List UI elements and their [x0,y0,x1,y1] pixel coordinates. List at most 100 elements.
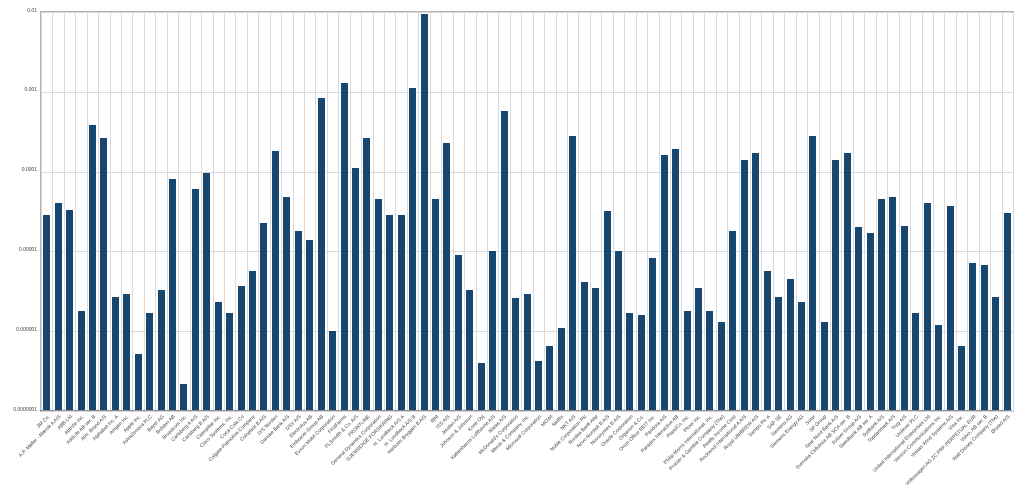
x-gridline [498,12,500,411]
x-gridline [281,12,283,411]
bar [226,312,234,411]
x-gridline [315,12,317,411]
bar [237,285,245,411]
x-gridline [658,12,660,411]
bar [1003,213,1011,411]
bar [626,312,634,411]
bar [88,125,96,411]
x-gridline [818,12,820,411]
bar [489,251,497,411]
x-gridline [647,12,649,411]
x-gridline [166,12,168,411]
bar [557,327,565,411]
bar [111,296,119,411]
x-gridline [292,12,294,411]
bar [992,296,1000,411]
x-gridline [86,12,88,411]
x-gridline [681,12,683,411]
x-gridline [749,12,751,411]
x-gridline [395,12,397,411]
x-gridline [475,12,477,411]
x-gridline [98,12,100,411]
x-gridline [361,12,363,411]
bar [900,225,908,411]
bar [271,151,279,411]
x-gridline [910,12,912,411]
x-gridline [727,12,729,411]
x-gridline [258,12,260,411]
x-gridline [624,12,626,411]
x-gridline [589,12,591,411]
bar [763,270,771,411]
bar [637,314,645,411]
x-gridline [63,12,65,411]
bar [123,294,131,411]
bar [695,287,703,411]
x-gridline [521,12,523,411]
x-gridline [555,12,557,411]
bar [420,14,428,411]
x-gridline [795,12,797,411]
bar [329,331,337,411]
x-gridline [338,12,340,411]
x-gridline [304,12,305,411]
y-tick-label: 0.001 [24,87,37,94]
bar [386,214,394,411]
x-gridline [830,12,832,411]
bar [191,188,199,411]
x-gridline [52,12,54,411]
x-gridline [464,12,466,411]
bar [180,383,188,411]
x-gridline [601,12,603,411]
bar [592,287,600,411]
x-gridline [75,12,77,411]
x-gridline [189,12,191,411]
bar [374,199,382,411]
x-gridline [212,12,214,411]
bar [958,346,966,411]
x-gridline [612,12,614,411]
bar [786,279,794,411]
x-gridline [418,12,420,411]
x-gridline [898,12,900,411]
x-gridline [578,12,580,411]
bar [54,203,62,411]
bar [294,231,302,411]
bar [169,178,176,411]
bar [523,294,531,411]
x-gridline [109,12,111,411]
bar [923,203,931,411]
x-gridline [486,12,488,411]
bar [260,222,268,411]
x-gridline [944,12,946,411]
bar [249,270,257,411]
bar [912,312,920,411]
bar [77,310,85,411]
y-gridline [41,411,1013,412]
bar [443,142,451,411]
x-gridline [235,12,237,411]
x-gridline [864,12,866,411]
x-gridline [326,12,328,411]
bar [100,138,108,411]
bar [809,135,817,411]
bar [317,97,325,411]
y-gridline [41,91,1013,93]
bar [43,214,51,411]
x-gridline [178,12,180,411]
x-gridline [807,12,809,411]
bar [454,255,462,411]
bar [843,153,851,411]
x-gridline [532,12,534,411]
x-gridline [441,12,443,411]
bar [877,199,885,411]
bar [683,310,691,411]
bar [306,239,314,411]
bar [283,197,291,411]
x-gridline [269,12,271,411]
x-gridline [932,12,934,411]
bar [980,265,988,411]
x-gridline [349,12,351,411]
bar [717,322,725,411]
